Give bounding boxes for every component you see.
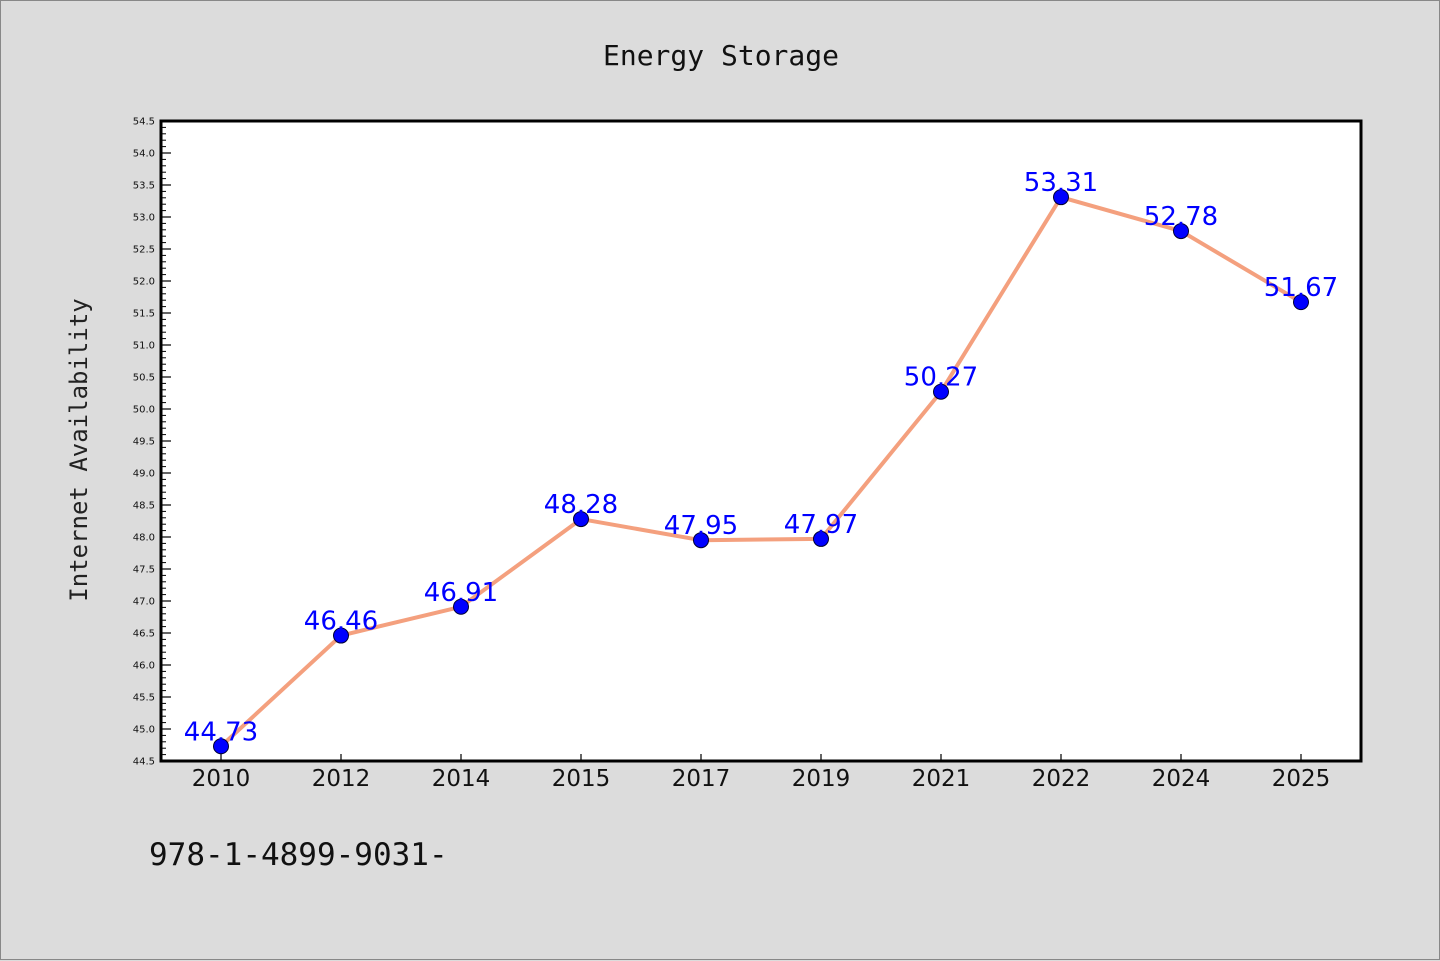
y-axis: 44.5 45.0 45.5 46.0 46.5 47.0 47.5 48.0 48.5 49.0… bbox=[133, 117, 171, 768]
x-tick-label: 2017 bbox=[672, 766, 731, 792]
x-axis: 2010 2012 2014 2015 2017 2019 2021 2022 2024 2025 bbox=[192, 754, 1331, 792]
data-label: 51.67 bbox=[1264, 273, 1338, 303]
y-tick-label: 47.5 bbox=[133, 565, 155, 576]
data-point bbox=[693, 532, 709, 549]
data-point bbox=[453, 598, 469, 615]
plot-border bbox=[159, 119, 1363, 763]
x-tick-label: 2010 bbox=[192, 766, 251, 792]
data-label: 50.27 bbox=[904, 363, 978, 393]
series-layer bbox=[213, 189, 1309, 755]
data-point bbox=[1053, 189, 1069, 206]
y-tick-label: 51.0 bbox=[133, 341, 155, 352]
data-label: 52.78 bbox=[1144, 202, 1218, 232]
data-label: 47.97 bbox=[784, 510, 858, 540]
y-tick-label: 53.5 bbox=[133, 181, 155, 192]
y-tick-label: 51.5 bbox=[133, 309, 155, 320]
footer-text: 978-1-4899-9031- bbox=[149, 837, 448, 873]
x-tick-label: 2012 bbox=[312, 766, 371, 792]
y-tick-label: 50.0 bbox=[133, 405, 155, 416]
y-tick-label: 53.0 bbox=[133, 213, 155, 224]
y-tick-label: 46.0 bbox=[133, 661, 155, 672]
data-labels: 44.73 46.46 46.91 48.28 47.95 47.97 50.27 53.31… bbox=[184, 168, 1338, 747]
data-label: 48.28 bbox=[544, 490, 618, 520]
x-tick-label: 2019 bbox=[792, 766, 851, 792]
y-tick-label: 49.0 bbox=[133, 469, 155, 480]
y-axis-label: Internet Availability bbox=[65, 298, 93, 601]
y-tick-label: 46.5 bbox=[133, 629, 155, 640]
plot-area bbox=[161, 121, 1361, 761]
y-tick-label: 50.5 bbox=[133, 373, 155, 384]
x-tick-label: 2022 bbox=[1032, 766, 1091, 792]
data-point bbox=[1293, 294, 1309, 311]
y-tick-label: 54.5 bbox=[133, 117, 155, 128]
chart-title: Energy Storage bbox=[603, 39, 839, 72]
y-tick-label: 48.0 bbox=[133, 533, 155, 544]
data-point bbox=[213, 738, 229, 755]
y-tick-label: 45.0 bbox=[133, 725, 155, 736]
y-tick-label: 49.5 bbox=[133, 437, 155, 448]
x-tick-label: 2025 bbox=[1272, 766, 1331, 792]
series-line bbox=[219, 195, 1303, 749]
y-tick-label: 44.5 bbox=[133, 757, 155, 768]
data-label: 47.95 bbox=[664, 511, 738, 541]
data-point bbox=[1173, 223, 1189, 240]
y-tick-label: 52.0 bbox=[133, 277, 155, 288]
data-label: 46.46 bbox=[304, 607, 378, 637]
data-point bbox=[933, 383, 949, 400]
y-tick-label: 48.5 bbox=[133, 501, 155, 512]
data-point bbox=[813, 530, 829, 547]
y-tick-label: 47.0 bbox=[133, 597, 155, 608]
y-tick-label: 52.5 bbox=[133, 245, 155, 256]
x-tick-label: 2021 bbox=[912, 766, 971, 792]
data-label: 53.31 bbox=[1024, 168, 1098, 198]
data-label: 46.91 bbox=[424, 578, 498, 608]
y-tick-label: 54.0 bbox=[133, 149, 155, 160]
data-point bbox=[573, 511, 589, 528]
x-tick-label: 2014 bbox=[432, 766, 491, 792]
data-point bbox=[333, 627, 349, 644]
x-tick-label: 2015 bbox=[552, 766, 611, 792]
x-tick-label: 2024 bbox=[1152, 766, 1211, 792]
data-label: 44.73 bbox=[184, 717, 258, 747]
y-tick-label: 45.5 bbox=[133, 693, 155, 704]
